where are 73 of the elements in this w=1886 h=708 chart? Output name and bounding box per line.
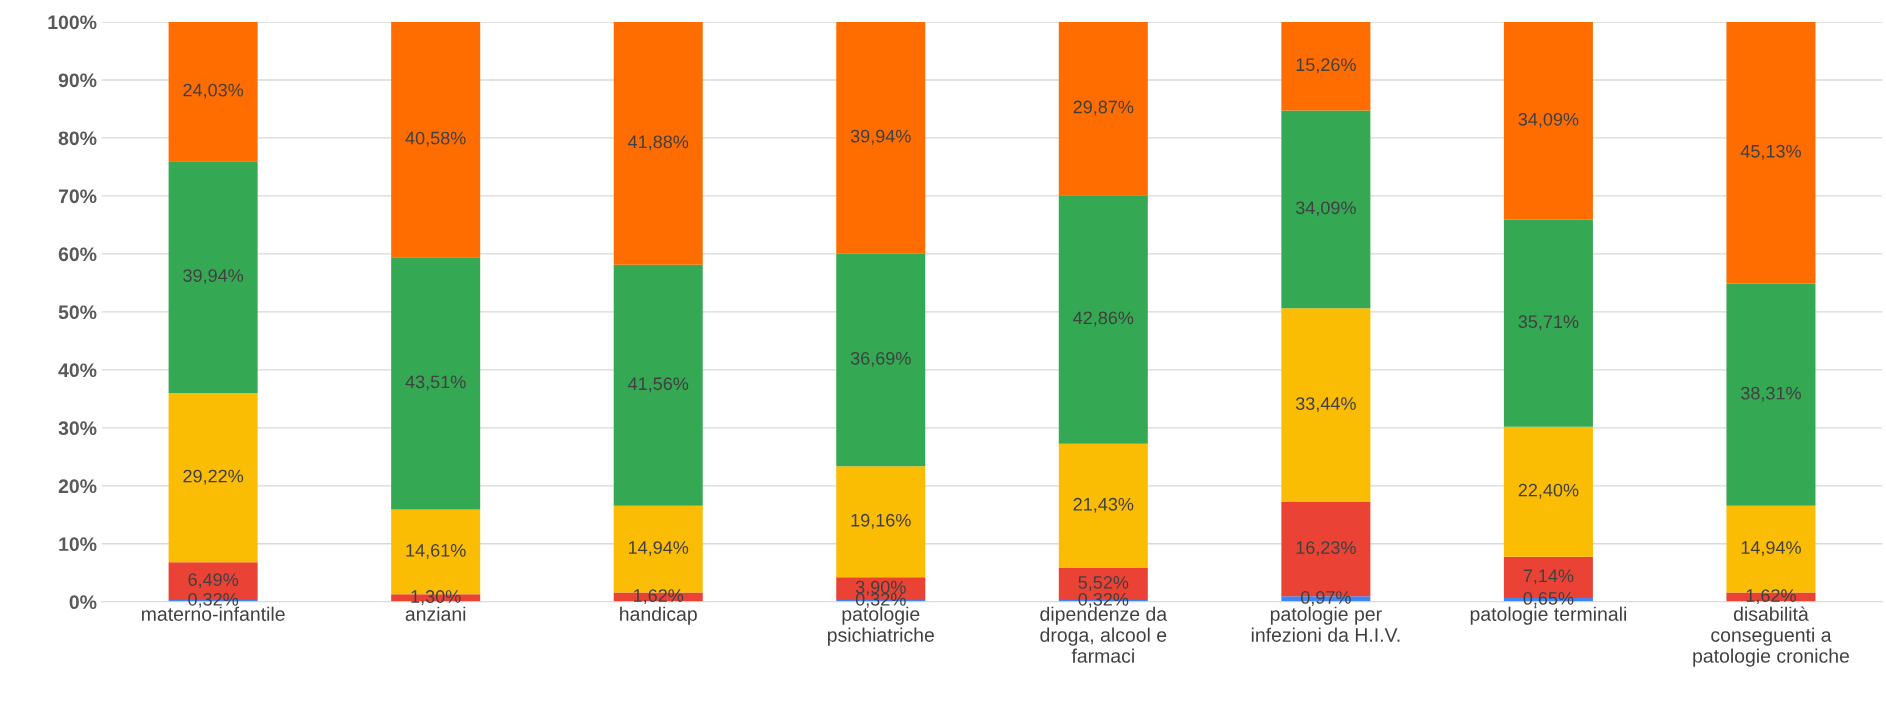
bar	[168, 392, 258, 563]
data-label: 40,58%	[405, 131, 466, 147]
data-label: 14,94%	[628, 541, 689, 557]
data-label: 39,94%	[850, 129, 911, 145]
y-tick-label: 20%	[58, 479, 97, 494]
x-tick-label: disabilità conseguenti a patologie croniche	[1693, 606, 1850, 667]
data-label: 7,14%	[1523, 569, 1574, 585]
bar	[836, 466, 926, 578]
bar	[1058, 443, 1148, 568]
bar	[836, 21, 926, 254]
data-label: 43,51%	[405, 375, 466, 391]
bar	[1058, 21, 1148, 196]
bar	[391, 21, 481, 258]
data-label: 39,94%	[183, 269, 244, 285]
bar	[1281, 110, 1371, 309]
y-tick-label: 50%	[58, 305, 97, 320]
bar	[1058, 195, 1148, 444]
bar	[836, 253, 926, 467]
bar	[1281, 22, 1371, 111]
data-label: 19,16%	[851, 513, 911, 529]
data-label: 38,31%	[1741, 386, 1801, 402]
data-label: 21,43%	[1073, 497, 1134, 513]
data-label: 14,61%	[406, 543, 466, 559]
data-label: 6,49%	[188, 573, 239, 589]
bar	[1503, 426, 1593, 557]
y-tick-label: 80%	[58, 131, 97, 146]
bar	[168, 21, 258, 162]
bar	[1503, 219, 1593, 427]
data-label: 35,71%	[1518, 315, 1579, 331]
data-label: 22,40%	[1518, 483, 1579, 499]
y-tick-label: 10%	[59, 537, 97, 552]
x-tick-label: materno-infantile	[142, 606, 285, 621]
bar	[1503, 22, 1593, 220]
y-tick-label: 40%	[58, 363, 97, 378]
data-label: 42,86%	[1073, 311, 1134, 327]
y-tick-label: 60%	[58, 247, 97, 262]
bar	[1726, 21, 1816, 284]
x-tick-label: patologie psichiatriche	[827, 606, 934, 646]
y-tick-label: 100%	[48, 15, 97, 30]
data-label: 34,09%	[1518, 112, 1579, 128]
data-label: 0,32%	[1078, 592, 1129, 608]
bar	[613, 264, 703, 506]
data-label: 5,52%	[1078, 576, 1129, 591]
data-label: 15,26%	[1296, 58, 1356, 74]
bar	[1281, 308, 1371, 503]
bar	[1726, 283, 1816, 506]
bar	[391, 257, 481, 510]
bar	[168, 161, 258, 393]
data-label: 41,88%	[628, 135, 689, 151]
y-tick-label: 30%	[58, 421, 97, 436]
data-label: 1,62%	[633, 589, 684, 605]
y-tick-label: 0%	[69, 595, 97, 610]
data-label: 41,56%	[628, 377, 689, 393]
y-tick-label: 90%	[58, 73, 97, 88]
data-label: 0,32%	[188, 592, 239, 608]
y-tick-label: 70%	[58, 189, 97, 204]
data-label: 33,44%	[1295, 397, 1356, 413]
data-label: 24,03%	[183, 83, 244, 99]
data-label: 1,62%	[1746, 589, 1796, 605]
data-label: 34,09%	[1295, 201, 1356, 217]
x-tick-label: handicap	[620, 606, 697, 625]
data-label: 0,65%	[1523, 591, 1574, 607]
bar	[613, 21, 703, 265]
x-tick-label: anziani	[405, 606, 466, 621]
x-tick-label: patologie per infezioni da H.I.V.	[1251, 606, 1400, 642]
data-label: 29,22%	[183, 469, 244, 485]
data-label: 14,94%	[1741, 541, 1801, 557]
data-label: 29,87%	[1073, 100, 1134, 116]
x-tick-label: dipendenze da droga, alcool e farmaci	[1040, 606, 1168, 663]
data-label: 16,23%	[1296, 541, 1356, 557]
data-label: 45,13%	[1740, 144, 1801, 160]
x-tick-label: patologie terminali	[1470, 606, 1627, 625]
data-label: 36,69%	[850, 351, 911, 367]
